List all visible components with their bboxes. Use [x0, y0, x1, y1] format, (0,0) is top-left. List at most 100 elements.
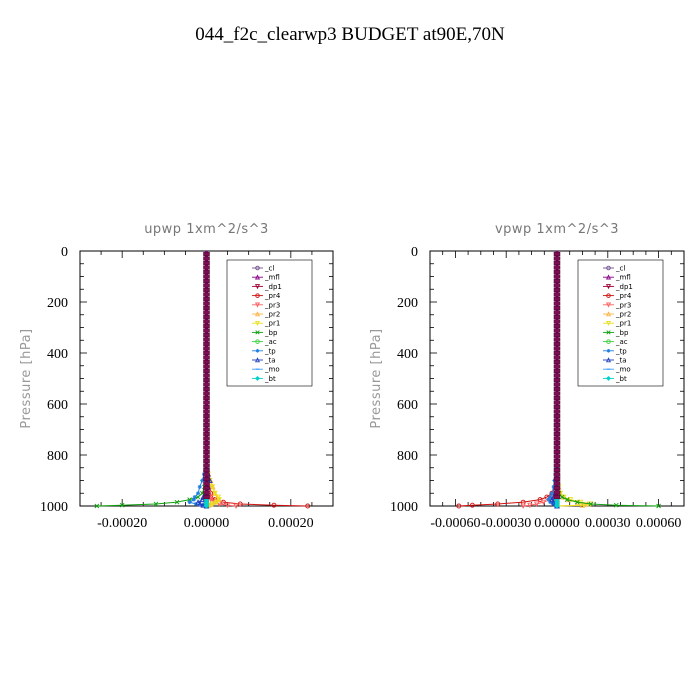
zero-marker	[203, 494, 210, 500]
data-point	[520, 503, 526, 510]
y-tick-label: 800	[47, 449, 68, 464]
legend-marker	[254, 302, 261, 308]
data-point	[197, 500, 203, 507]
zero-marker	[203, 314, 210, 320]
legend-label: _bp	[264, 329, 278, 337]
zero-marker	[203, 260, 210, 266]
data-point	[656, 503, 661, 509]
zero-marker	[553, 278, 561, 284]
zero-marker	[203, 472, 210, 477]
data-point	[549, 496, 555, 503]
zero-marker	[203, 269, 210, 275]
zero-marker	[203, 454, 210, 459]
data-point	[567, 497, 574, 503]
legend-entry: _cl	[252, 265, 274, 273]
y-tick-label: 200	[397, 296, 418, 311]
x-tick-label: 0.00000	[184, 516, 230, 531]
zero-marker	[203, 382, 210, 387]
legend-entry: _mo	[603, 366, 631, 374]
zero-marker	[203, 301, 210, 306]
legend-marker	[606, 349, 611, 353]
zero-marker	[553, 368, 561, 374]
data-point	[533, 501, 540, 507]
legend-label: _bt	[264, 375, 276, 383]
data-point	[212, 490, 218, 497]
marker-shape	[153, 501, 159, 507]
zero-marker	[553, 422, 561, 428]
zero-marker	[553, 373, 561, 378]
series-pr4	[456, 251, 560, 509]
zero-marker	[553, 364, 561, 369]
legend-label: _pr1	[615, 320, 631, 328]
zero-marker	[203, 458, 210, 464]
x-tick-label: 0.00060	[636, 516, 682, 531]
zero-marker	[203, 274, 210, 279]
marker-shape	[605, 311, 612, 317]
data-point	[549, 491, 554, 496]
zero-marker	[203, 490, 210, 495]
zero-marker	[553, 395, 561, 401]
marker-shape	[606, 265, 611, 271]
marker-shape	[255, 375, 260, 381]
marker-shape	[203, 503, 210, 509]
series-line	[206, 467, 308, 507]
marker-shape	[559, 494, 565, 500]
zero-marker	[553, 319, 561, 324]
marker-shape	[564, 497, 570, 502]
marker-shape	[606, 293, 611, 298]
zero-marker	[553, 328, 561, 333]
legend-marker	[255, 349, 260, 353]
legend-marker	[606, 293, 611, 298]
legend-marker	[606, 330, 611, 335]
marker-shape	[469, 502, 475, 508]
zero-marker	[553, 481, 561, 486]
zero-marker	[553, 323, 561, 329]
legend-marker	[606, 375, 611, 381]
zero-marker	[203, 373, 210, 378]
data-point	[233, 503, 239, 510]
zero-marker	[553, 391, 561, 396]
zero-marker	[553, 427, 561, 432]
legend-label: _bp	[615, 329, 629, 337]
marker-shape	[254, 284, 261, 290]
zero-marker	[553, 310, 561, 315]
data-point	[195, 499, 201, 505]
zero-marker	[203, 350, 210, 356]
zero-line-markers	[203, 251, 210, 500]
marker-shape	[254, 274, 261, 280]
legend-marker	[255, 339, 260, 344]
y-axis-label: Pressure [hPa]	[19, 328, 34, 428]
zero-marker	[553, 458, 561, 464]
legend-entry: _pr4	[252, 292, 281, 300]
series-line	[556, 467, 591, 507]
data-point	[191, 497, 196, 502]
x-tick-label: 0.00000	[534, 516, 580, 531]
data-point	[537, 497, 543, 503]
data-point	[540, 499, 547, 506]
data-point	[495, 501, 501, 507]
legend-entry: _pr3	[252, 301, 280, 309]
legend-label: _pr2	[615, 311, 631, 319]
series-pr3	[520, 251, 560, 510]
y-ticks	[80, 250, 333, 507]
zero-marker	[553, 409, 561, 414]
zero-marker	[553, 413, 561, 419]
x-tick-label: 0.00030	[585, 516, 631, 531]
legend-label: _tp	[264, 347, 276, 355]
marker-shape	[209, 484, 216, 490]
zero-marker	[203, 251, 210, 257]
marker-shape	[554, 503, 560, 509]
marker-shape	[271, 502, 277, 508]
legend-entry: _bt	[603, 375, 627, 383]
marker-shape	[520, 503, 526, 510]
marker-shape	[606, 339, 611, 344]
data-point	[200, 478, 205, 483]
marker-shape	[605, 274, 612, 280]
zero-marker	[553, 256, 561, 261]
zero-marker	[553, 296, 561, 302]
panel-title: vpwp 1xm^2/s^3	[495, 222, 619, 237]
legend-label: _dp1	[615, 283, 633, 291]
x-tick-label: -0.00030	[481, 516, 531, 531]
y-tick-label: 400	[47, 347, 68, 362]
x-tick-label: -0.00020	[97, 516, 147, 531]
